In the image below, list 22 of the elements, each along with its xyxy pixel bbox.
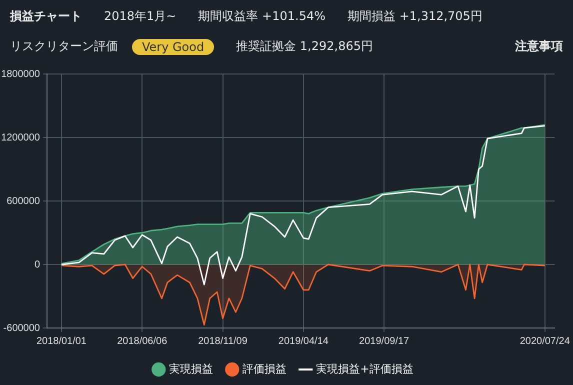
legend-label: 実現損益 <box>169 362 214 376</box>
legend-label: 評価損益 <box>242 362 287 376</box>
x-tick-label: 2018/01/01 <box>36 336 87 347</box>
text: 期間損益 +1,312,705円 <box>348 8 482 25</box>
legend-label: 実現損益+評価損益 <box>316 362 414 376</box>
y-tick-label: -600000 <box>3 322 40 334</box>
x-tick-label: 2018/06/06 <box>117 336 168 347</box>
text: 注意事項 <box>515 38 563 55</box>
x-tick-label: 2018/11/09 <box>198 336 248 347</box>
x-tick-label: 2019/09/17 <box>359 336 410 347</box>
y-tick-label: 1200000 <box>1 132 40 144</box>
y-tick-label: 600000 <box>6 196 40 207</box>
x-tick-label: 2019/04/14 <box>278 336 329 347</box>
x-tick-label: 2020/07/24 <box>520 336 570 347</box>
y-tick-label: 0 <box>34 259 40 270</box>
chart-title: 損益チャート <box>10 8 82 25</box>
text: リスクリターン評価 <box>10 38 118 55</box>
text: 推奨証拠金 1,292,865円 <box>236 38 373 55</box>
text: Very Good <box>132 38 214 54</box>
text: 2018年1月~ <box>104 8 176 25</box>
text: 期間収益率 +101.54% <box>198 8 326 25</box>
y-tick-label: 1800000 <box>1 68 40 80</box>
